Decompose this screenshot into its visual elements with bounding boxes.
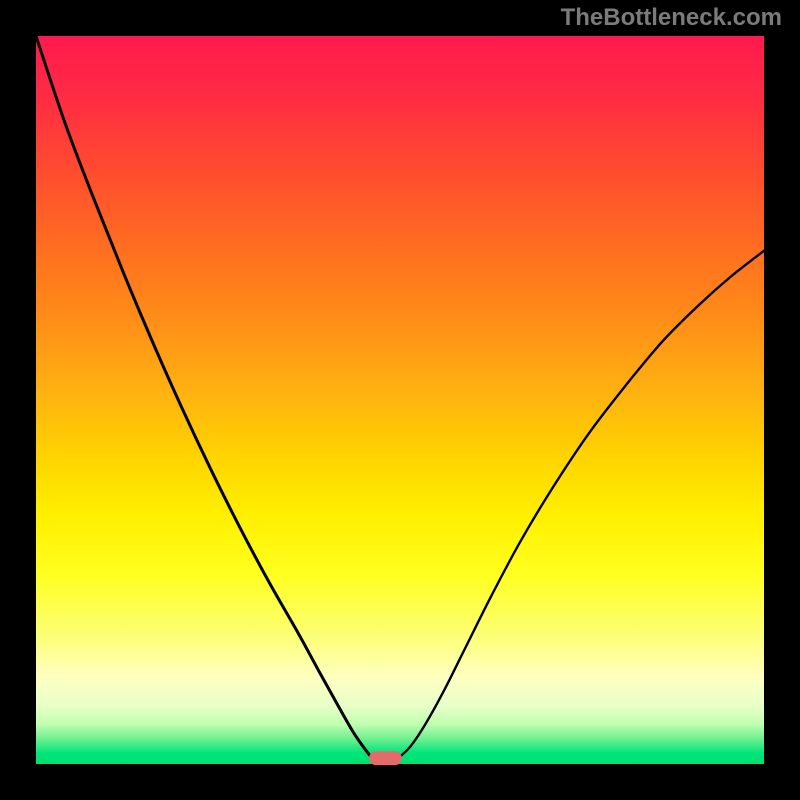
optimal-marker <box>369 751 402 765</box>
watermark-text: TheBottleneck.com <box>561 4 782 32</box>
plot-area <box>36 36 764 764</box>
bottleneck-chart <box>0 0 800 800</box>
chart-container: { "watermark": { "text": "TheBottleneck.… <box>0 0 800 800</box>
